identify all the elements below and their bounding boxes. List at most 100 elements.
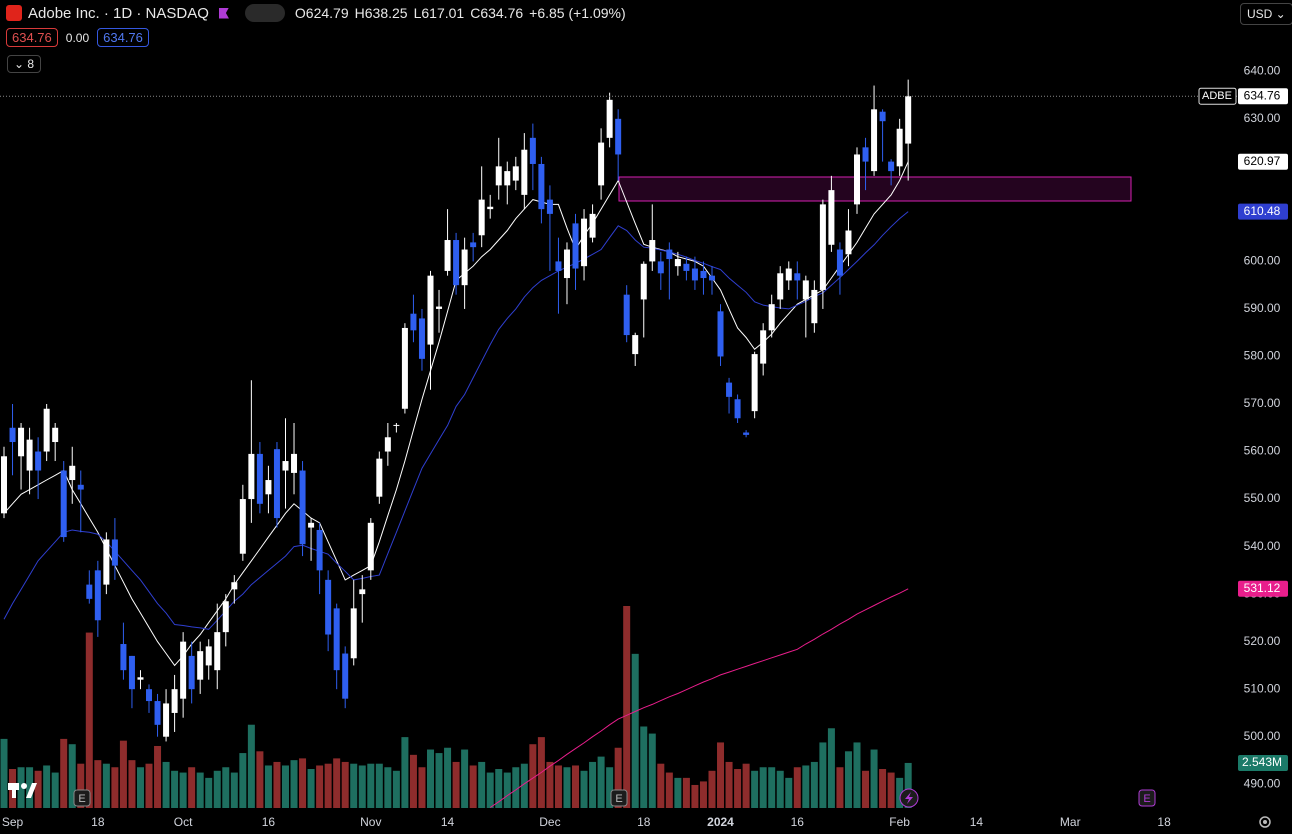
candle-body	[666, 249, 673, 260]
x-tick-label: 18	[637, 815, 651, 829]
candle-body	[453, 240, 460, 286]
candle-body	[291, 453, 298, 473]
ma-line	[489, 588, 909, 808]
candle-body	[410, 313, 417, 331]
volume-bar	[717, 742, 725, 808]
sell-price[interactable]: 634.76	[6, 28, 58, 47]
volume-bar	[853, 742, 861, 808]
y-tick-label: 560.00	[1244, 444, 1281, 458]
volume-bar	[51, 772, 59, 808]
line-value-label-bg	[1238, 580, 1288, 597]
y-tick-label: 630.00	[1244, 111, 1281, 125]
volume-bar	[478, 761, 486, 808]
y-tick-label: 570.00	[1244, 396, 1281, 410]
volume-bar	[341, 761, 349, 808]
candle-body	[734, 399, 741, 419]
volume-bar	[264, 765, 272, 808]
volume-bar	[751, 770, 759, 808]
candle-body	[94, 570, 101, 621]
volume-bar	[273, 761, 281, 808]
volume-bar	[333, 758, 341, 808]
volume-bar	[580, 770, 588, 808]
candle-body	[188, 655, 195, 690]
earnings-marker[interactable]	[610, 789, 628, 807]
earnings-marker[interactable]	[73, 789, 91, 807]
spread: 0.00	[65, 30, 90, 45]
x-tick-label: Oct	[174, 815, 193, 829]
candle-body	[512, 166, 519, 181]
x-tick-label: Nov	[360, 815, 381, 829]
candle-body	[69, 465, 76, 481]
candle-body	[418, 318, 425, 359]
volume-bar	[179, 772, 187, 808]
volume-bar	[375, 763, 383, 808]
volume-bar	[759, 767, 767, 808]
candle-body	[111, 539, 118, 566]
symbol-label: ADBE	[1202, 90, 1232, 102]
candle-body	[444, 240, 451, 271]
volume-bar	[188, 767, 196, 808]
candle-body	[555, 261, 562, 271]
volume-bar	[102, 763, 110, 808]
candle-body	[248, 453, 255, 500]
volume-bar	[870, 749, 878, 808]
candle-body	[86, 584, 93, 599]
x-tick-label: Sep	[2, 815, 24, 829]
plot-area	[0, 79, 912, 808]
zone	[618, 176, 1132, 202]
volume-bar	[495, 769, 503, 808]
volume-bar	[844, 751, 852, 808]
toggle[interactable]	[244, 4, 285, 22]
buy-price[interactable]: 634.76	[97, 28, 149, 47]
candle-body	[359, 589, 366, 595]
volume-bar	[111, 767, 119, 808]
volume-bar	[836, 767, 844, 808]
candle-body	[239, 499, 246, 554]
volume-bar	[43, 765, 51, 808]
volume-bar	[452, 761, 460, 808]
candle-body	[376, 458, 383, 497]
candle-body	[683, 263, 690, 271]
candle-body	[581, 218, 588, 267]
x-tick-label: 16	[262, 815, 276, 829]
last-price-label: 634.76	[1244, 88, 1281, 102]
candle-body	[214, 632, 221, 671]
volume-bar	[34, 770, 42, 808]
earnings-marker[interactable]	[1138, 789, 1156, 807]
candle-body	[18, 427, 25, 457]
candle-body	[333, 608, 340, 671]
volume-bar	[512, 767, 520, 808]
indicators-toggle[interactable]: ⌄ 8	[7, 55, 42, 73]
candle-body	[205, 646, 212, 666]
flag-icon[interactable]	[218, 7, 229, 19]
x-tick-label: 2024	[707, 815, 734, 829]
lightning-icon[interactable]	[899, 788, 919, 808]
volume-bar	[862, 770, 870, 808]
volume-label-bg	[1238, 754, 1288, 771]
candle-body	[563, 249, 570, 279]
volume-bar	[427, 749, 434, 808]
candle-body	[77, 484, 84, 490]
candle-body	[103, 539, 110, 585]
candle-body	[154, 701, 161, 725]
candle-body	[811, 289, 818, 324]
candle-body	[623, 294, 630, 336]
volume-bar	[682, 777, 690, 808]
volume-bar	[887, 772, 895, 808]
symbol-label-bg	[1198, 87, 1237, 105]
candle-body	[504, 171, 511, 186]
volume-bar	[281, 765, 289, 808]
currency-button[interactable]: USD ⌄	[1240, 3, 1292, 25]
candle-body	[854, 154, 860, 205]
volume-bar	[392, 770, 400, 808]
candle-body	[879, 111, 886, 122]
settings-icon[interactable]	[1259, 816, 1271, 828]
candle-body	[521, 149, 528, 195]
volume-bar	[563, 767, 571, 808]
ohlc-label: H	[354, 5, 365, 21]
volume-bar	[401, 737, 409, 808]
volume-bar	[119, 740, 127, 808]
line-value-label: 620.97	[1244, 154, 1281, 168]
volume-bar	[26, 767, 34, 808]
candle-body	[862, 147, 869, 162]
